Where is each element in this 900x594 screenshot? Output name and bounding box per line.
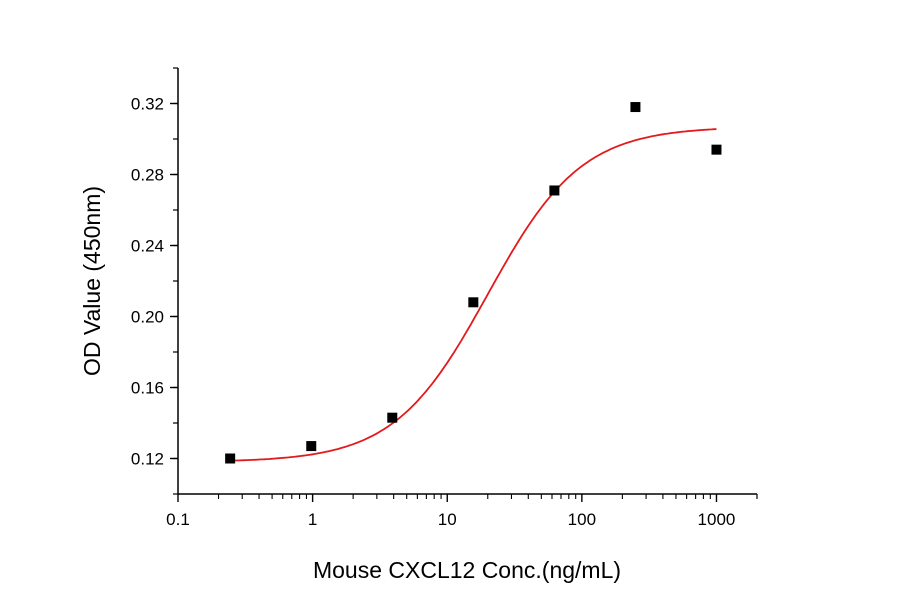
data-point bbox=[306, 441, 317, 452]
data-point bbox=[225, 453, 236, 464]
x-tick-label: 1 bbox=[308, 510, 317, 529]
x-tick-label: 100 bbox=[568, 510, 596, 529]
data-point bbox=[549, 185, 560, 196]
fit-curve bbox=[230, 128, 717, 462]
x-tick-label: 10 bbox=[438, 510, 457, 529]
y-tick-label: 0.28 bbox=[131, 166, 164, 185]
data-point bbox=[711, 144, 722, 155]
x-tick-label: 0.1 bbox=[166, 510, 190, 529]
data-points bbox=[225, 102, 722, 464]
y-tick-label: 0.12 bbox=[131, 450, 164, 469]
y-tick-label: 0.20 bbox=[131, 308, 164, 327]
ticks: 0.12 0.16 0.20 0.24 0.28 0.32 0.1 1 10 100 1000 bbox=[131, 67, 758, 529]
data-point bbox=[468, 297, 479, 308]
axes bbox=[177, 68, 757, 495]
y-axis-title: OD Value (450nm) bbox=[79, 186, 105, 376]
y-tick-label: 0.24 bbox=[131, 237, 164, 256]
x-axis-title: Mouse CXCL12 Conc.(ng/mL) bbox=[313, 557, 621, 583]
y-tick-label: 0.32 bbox=[131, 95, 164, 114]
data-point bbox=[630, 102, 641, 113]
fit-curve-group bbox=[230, 128, 717, 462]
x-tick-label: 1000 bbox=[698, 510, 736, 529]
y-tick-label: 0.16 bbox=[131, 379, 164, 398]
data-point bbox=[387, 412, 398, 423]
